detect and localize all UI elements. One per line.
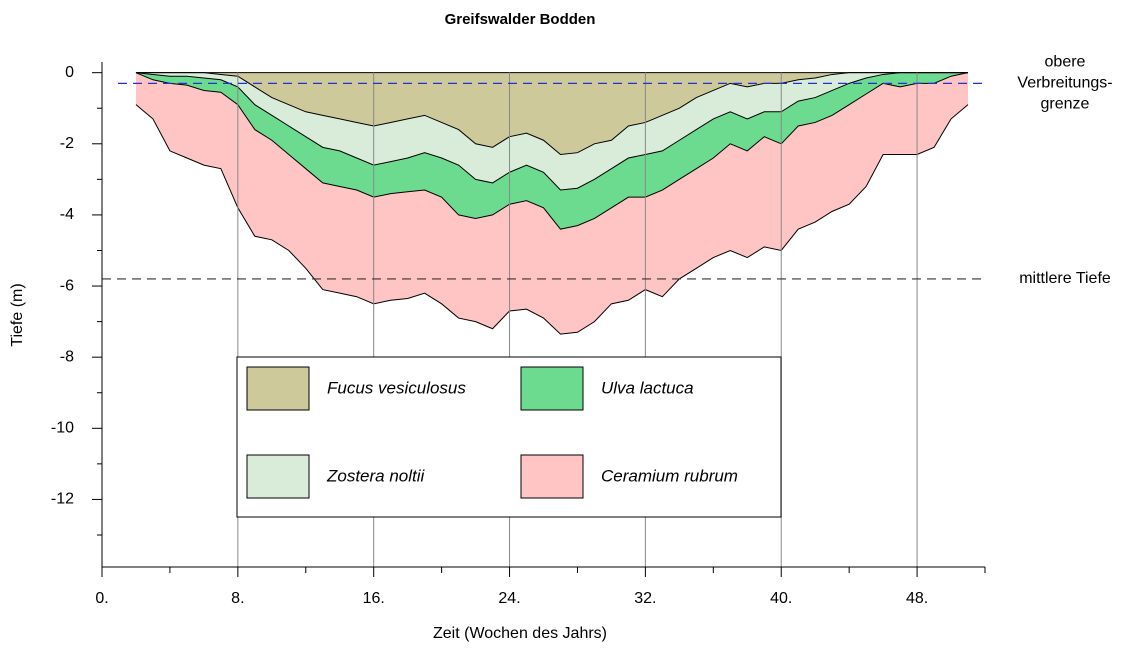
area-outline — [135, 72, 969, 155]
y-tick-label: -8 — [60, 348, 74, 365]
y-tick-label: -4 — [60, 206, 74, 223]
legend-label: Fucus vesiculosus — [327, 378, 466, 397]
area — [135, 72, 969, 335]
y-tick-label: -10 — [51, 420, 74, 437]
x-axis-label: Zeit (Wochen des Jahrs) — [433, 625, 607, 642]
area-outline — [135, 104, 969, 335]
x-tick-label: 8. — [231, 590, 244, 607]
reference-label: obere — [1045, 54, 1086, 71]
legend-label: Zostera noltii — [326, 466, 426, 485]
area-outline — [135, 72, 969, 191]
legend-swatch — [246, 454, 310, 499]
y-tick-label: -12 — [51, 491, 74, 508]
x-tick-label: 24. — [498, 590, 520, 607]
y-tick-label: -6 — [60, 277, 74, 294]
area — [135, 72, 969, 230]
x-tick-label: 48. — [906, 590, 928, 607]
x-tick-label: 32. — [634, 590, 656, 607]
legend-label: Ceramium rubrum — [601, 466, 738, 485]
x-tick-label: 40. — [770, 590, 792, 607]
area — [135, 72, 969, 155]
x-tick-label: 16. — [363, 590, 385, 607]
legend-swatch — [520, 366, 584, 411]
area — [135, 72, 969, 191]
legend-box — [236, 356, 782, 518]
legend-label: Ulva lactuca — [601, 378, 694, 397]
y-tick-label: -2 — [60, 135, 74, 152]
y-axis-label: Tiefe (m) — [9, 283, 26, 346]
x-tick-label: 0. — [95, 590, 108, 607]
reference-label: grenze — [1041, 96, 1090, 113]
legend-swatch — [246, 366, 310, 411]
legend-swatch — [520, 454, 584, 499]
y-tick-label: 0 — [65, 64, 74, 81]
area-outline — [135, 72, 969, 230]
reference-label: mittlere Tiefe — [1019, 270, 1111, 287]
reference-label: Verbreitungs- — [1017, 75, 1112, 92]
chart-title: Greifswalder Bodden — [445, 11, 596, 28]
